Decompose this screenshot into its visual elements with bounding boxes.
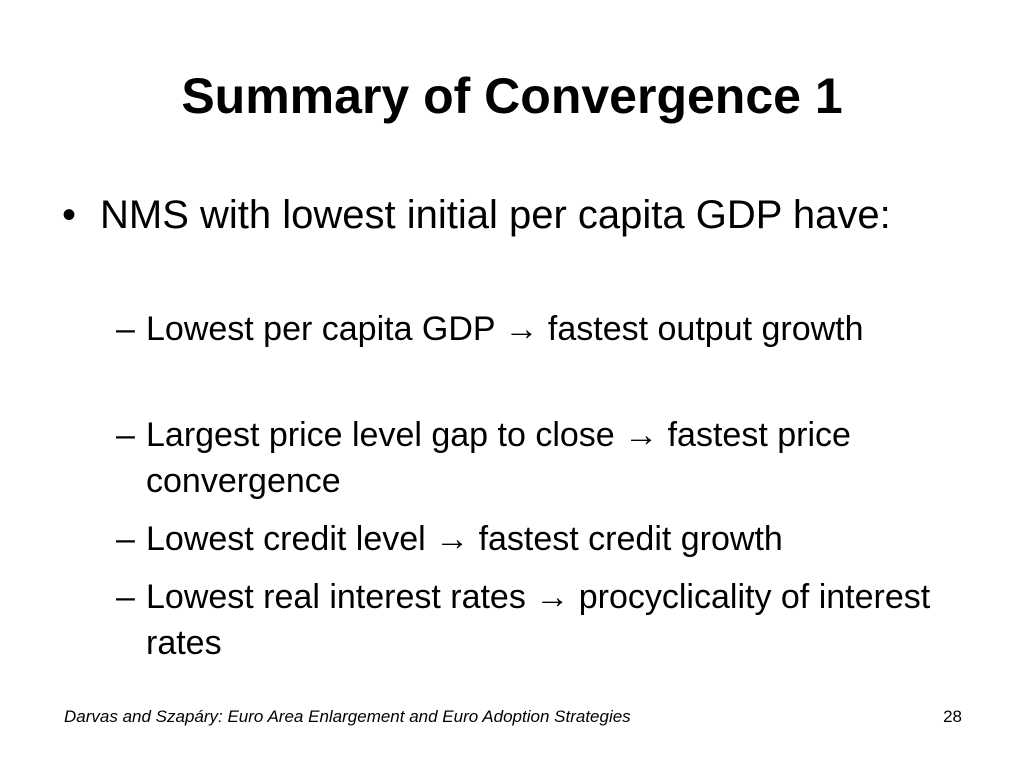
bullet-marker: • [62, 193, 77, 237]
sub-bullet-marker: – [116, 310, 135, 348]
sub-bullet-marker: – [116, 416, 135, 454]
sub-bullet-text: Lowest credit level → fastest credit gro… [146, 520, 783, 558]
sub-bullet-text: Largest price level gap to close → faste… [146, 416, 851, 500]
sub-bullet-marker: – [116, 578, 135, 616]
page-number: 28 [943, 707, 962, 726]
sub-bullet-text: Lowest real interest rates → procyclical… [146, 578, 931, 662]
footer-source: Darvas and Szapáry: Euro Area Enlargemen… [64, 707, 631, 726]
bullet-text: NMS with lowest initial per capita GDP h… [100, 193, 891, 237]
sub-bullet-text: Lowest per capita GDP → fastest output g… [146, 310, 864, 348]
slide-title: Summary of Convergence 1 [181, 68, 843, 124]
sub-bullet-marker: – [116, 520, 135, 558]
